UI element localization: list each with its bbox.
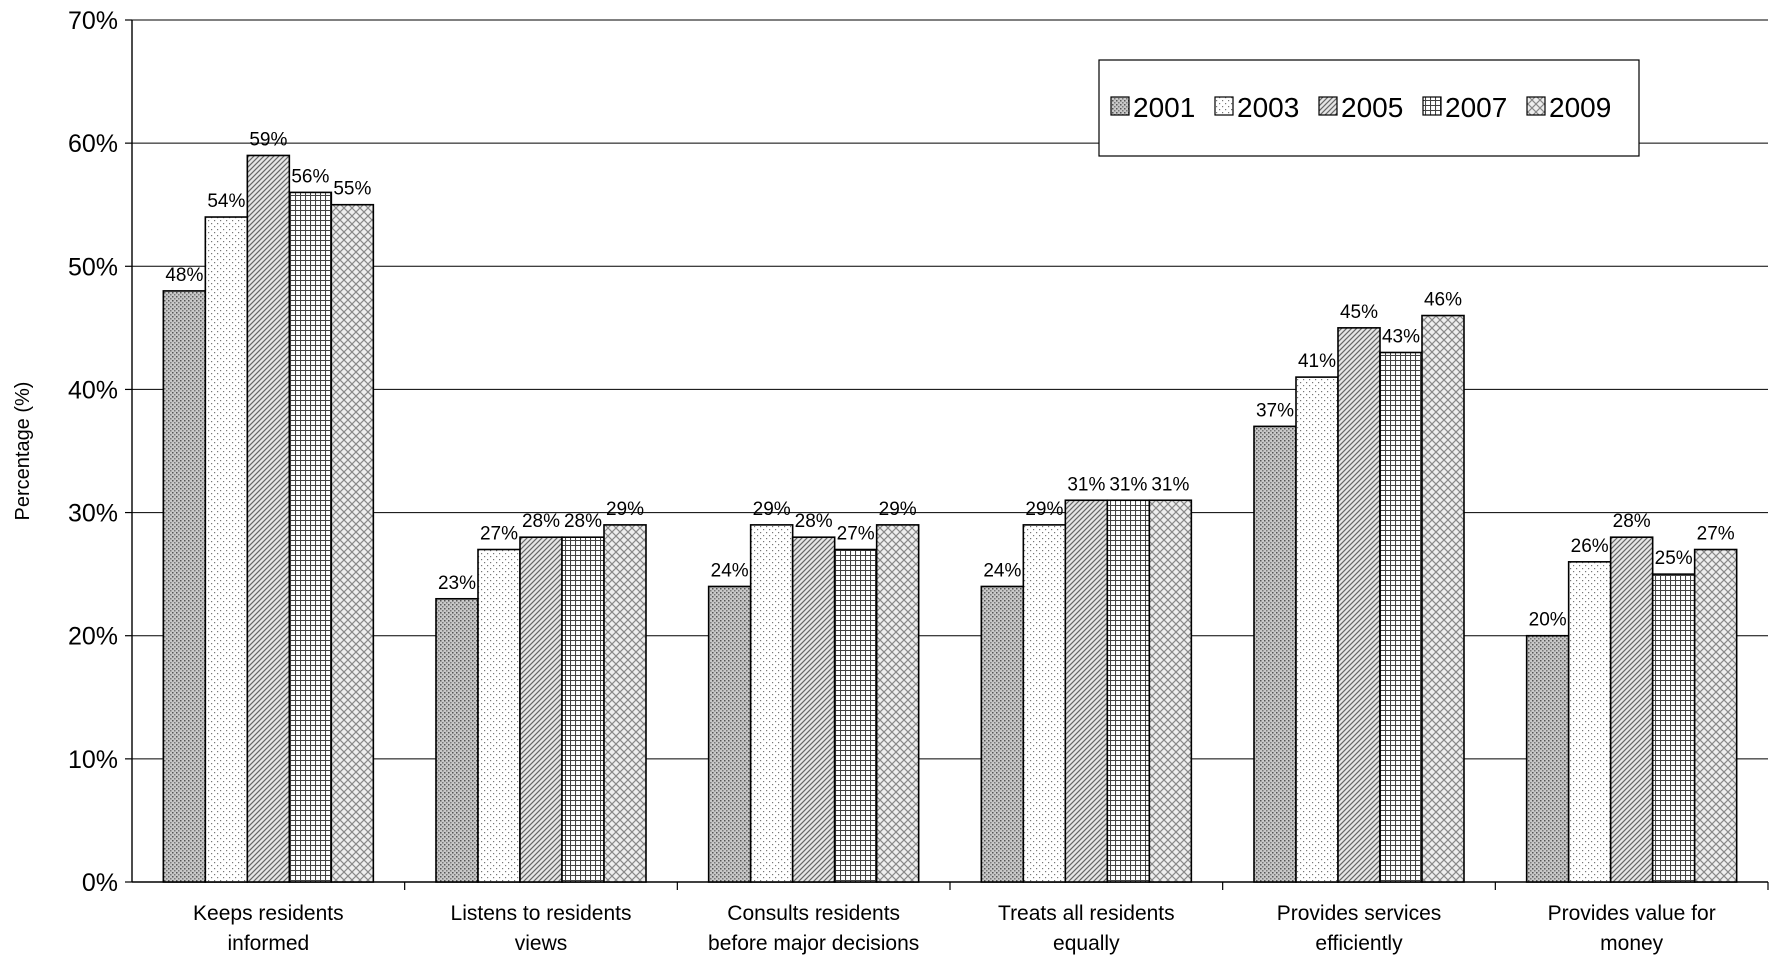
data-label: 48% <box>165 265 203 286</box>
bar-2003 <box>749 524 794 883</box>
y-axis-title: Percentage (%) <box>12 382 34 521</box>
data-label: 31% <box>1151 474 1189 495</box>
bar-2001 <box>162 290 207 883</box>
legend-swatch-2005 <box>1318 96 1338 116</box>
data-label: 29% <box>606 499 644 520</box>
data-label: 43% <box>1382 326 1420 347</box>
data-label: 24% <box>983 560 1021 581</box>
bar-2001 <box>980 585 1025 883</box>
x-tick-label: informed <box>227 932 309 955</box>
bar-2009 <box>875 524 920 883</box>
axes: 0% 10% 20% 30% 40% 50% 60% 70% Percentage (%) <box>12 7 1769 897</box>
data-label: 54% <box>207 191 245 212</box>
y-tick-label: 70% <box>68 7 118 35</box>
bar-2005 <box>791 536 836 883</box>
x-tick-label: efficiently <box>1315 932 1403 955</box>
data-label: 23% <box>438 573 476 594</box>
data-label: 24% <box>711 560 749 581</box>
bar-2005 <box>1064 499 1109 883</box>
x-tick-label: views <box>515 932 568 955</box>
y-tick-label: 60% <box>68 130 118 158</box>
legend-swatch-2003 <box>1214 96 1234 116</box>
x-tick-label: Provides value for <box>1548 902 1716 925</box>
data-label: 29% <box>879 499 917 520</box>
legend-swatch-2009 <box>1526 96 1546 116</box>
y-tick-label: 10% <box>68 746 118 774</box>
bar-2007 <box>1651 573 1696 883</box>
data-label: 31% <box>1109 474 1147 495</box>
bar-2005 <box>246 154 291 883</box>
x-tick-label: Keeps residents <box>193 902 344 925</box>
bar-2001 <box>435 597 479 883</box>
bar-2003 <box>1295 376 1339 883</box>
bar-2005 <box>519 536 563 883</box>
bar-2001 <box>1253 425 1297 883</box>
y-tick-label: 40% <box>68 376 118 404</box>
bar-2009 <box>603 524 647 883</box>
bar-2009 <box>1148 499 1193 883</box>
data-label: 41% <box>1298 351 1336 372</box>
bar-2005 <box>1337 327 1381 883</box>
x-tick-label: Listens to residents <box>451 902 632 925</box>
y-tick-label: 50% <box>68 253 118 281</box>
bar-2003 <box>1567 561 1612 883</box>
legend-label: 2005 <box>1341 92 1403 123</box>
data-label: 27% <box>1697 524 1735 545</box>
data-label: 28% <box>1613 511 1651 532</box>
x-tick-label: equally <box>1053 932 1120 955</box>
legend-label: 2003 <box>1237 92 1299 123</box>
data-label: 29% <box>1025 499 1063 520</box>
data-label: 55% <box>333 179 371 200</box>
bar-2003 <box>204 216 249 883</box>
legend-label: 2009 <box>1549 92 1611 123</box>
data-label: 46% <box>1424 290 1462 311</box>
y-tick-label: 20% <box>68 623 118 651</box>
y-tick-label: 0% <box>82 869 118 897</box>
data-label: 56% <box>291 166 329 187</box>
bar-2007 <box>1379 351 1423 883</box>
bar-2003 <box>1022 524 1067 883</box>
gridlines <box>132 19 1768 760</box>
data-label: 45% <box>1340 302 1378 323</box>
legend-swatch-2001 <box>1110 96 1130 116</box>
x-tick-label: Provides services <box>1277 902 1442 925</box>
data-label: 28% <box>564 511 602 532</box>
data-label: 29% <box>753 499 791 520</box>
bars <box>162 154 1738 883</box>
bar-2001 <box>707 585 752 883</box>
y-tick-label: 30% <box>68 500 118 528</box>
data-label: 20% <box>1529 610 1567 631</box>
data-label: 31% <box>1067 474 1105 495</box>
data-label: 26% <box>1571 536 1609 557</box>
bar-2007 <box>833 548 878 883</box>
x-tick-label: before major decisions <box>708 932 919 955</box>
legend-box <box>1098 59 1640 157</box>
x-tick-label: money <box>1600 932 1664 955</box>
data-label: 59% <box>249 129 287 150</box>
bar-2001 <box>1525 634 1570 883</box>
data-label: 28% <box>522 511 560 532</box>
x-tick-label: Consults residents <box>727 902 900 925</box>
bar-2009 <box>1421 314 1465 883</box>
data-label: 27% <box>480 524 518 545</box>
data-label: 37% <box>1256 400 1294 421</box>
data-label: 28% <box>795 511 833 532</box>
bar-2009 <box>330 203 375 883</box>
legend-swatch-2007 <box>1422 96 1442 116</box>
bar-2007 <box>288 191 333 883</box>
bar-2007 <box>1106 499 1151 883</box>
data-label: 27% <box>837 524 875 545</box>
bar-2009 <box>1693 548 1738 883</box>
bar-2003 <box>477 548 521 883</box>
legend: 2001 2003 2005 2007 2009 <box>1098 59 1640 157</box>
legend-label: 2007 <box>1445 92 1507 123</box>
bar-2007 <box>561 536 605 883</box>
legend-label: 2001 <box>1133 92 1195 123</box>
labels: 48% 54% 59%56%55% Keeps residents informed 23… <box>165 129 1734 955</box>
data-label: 25% <box>1655 548 1693 569</box>
bar-2005 <box>1609 536 1654 883</box>
x-tick-label: Treats all residents <box>998 902 1175 925</box>
